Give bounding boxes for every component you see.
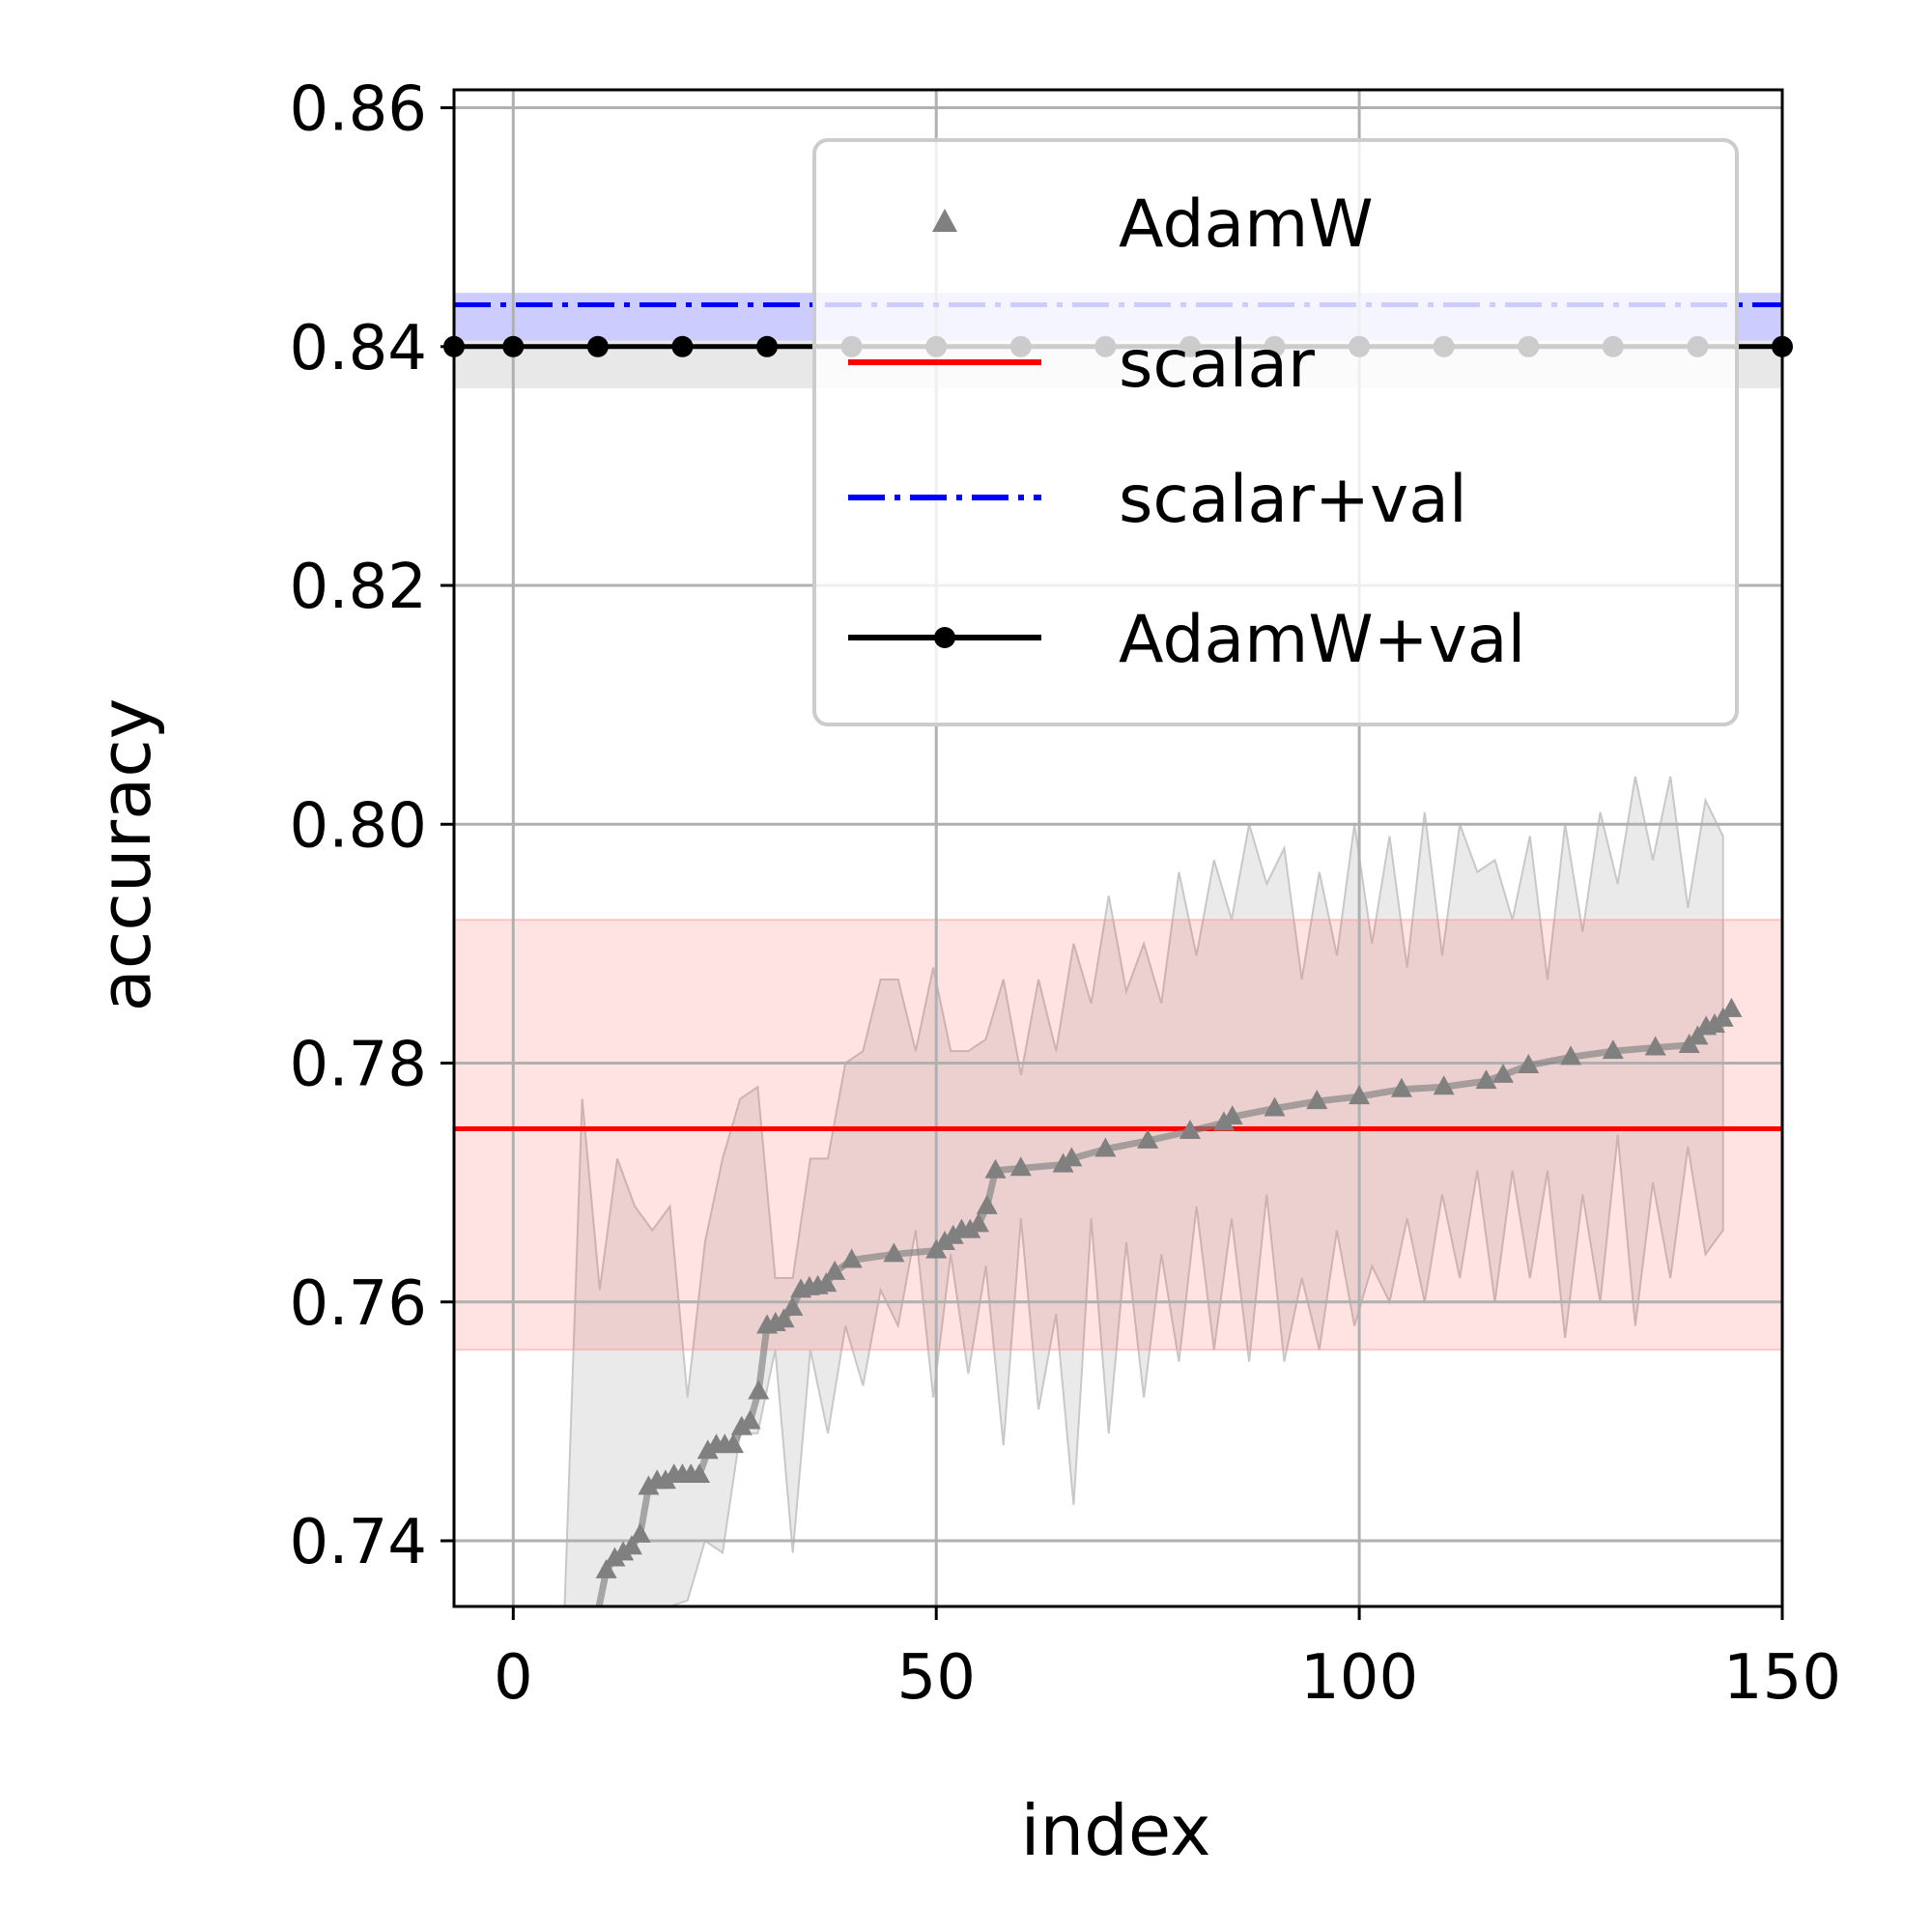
adamw-marker (595, 1558, 617, 1578)
legend-label: AdamW (1119, 186, 1374, 263)
adamw-marker (1061, 1147, 1083, 1167)
plot-border (452, 88, 1784, 1608)
legend-dot-icon (934, 627, 955, 648)
adamw-val-marker (586, 335, 609, 357)
y-tick-label: 0.74 (290, 1507, 428, 1578)
adamw-marker (1009, 1156, 1032, 1177)
adamw-marker (773, 1308, 795, 1328)
adamw-marker (1264, 1096, 1286, 1117)
adamw-marker (815, 1272, 838, 1293)
adamw-marker (1179, 1119, 1201, 1139)
adamw-marker (620, 1535, 642, 1555)
adamw-val-marker (756, 335, 779, 357)
adamw-marker (1560, 1045, 1582, 1065)
x-tick-label: 0 (494, 1642, 533, 1714)
adamw-marker (1475, 1069, 1497, 1090)
adamw-marker (1720, 997, 1743, 1017)
adamw-marker (840, 1248, 863, 1268)
adamw-marker (984, 1158, 1007, 1179)
adamw-marker (1306, 1090, 1328, 1110)
adamw-marker (1433, 1075, 1455, 1095)
y-tick-label: 0.82 (290, 552, 428, 623)
adamw-marker (824, 1260, 846, 1280)
adamw-marker (1492, 1063, 1514, 1083)
adamw-marker (781, 1295, 804, 1316)
adamw-marker (739, 1409, 761, 1430)
adamw-marker (967, 1212, 989, 1233)
y-axis-label: accuracy (85, 698, 166, 1012)
y-tick-label: 0.86 (290, 74, 428, 146)
adamw-val-marker (671, 335, 694, 357)
y-tick-label: 0.76 (290, 1268, 428, 1340)
scalar-band (453, 919, 1783, 1351)
adamw-marker (1390, 1077, 1412, 1097)
x-axis-label: index (1021, 1790, 1211, 1871)
adamw-marker (1349, 1085, 1371, 1105)
legend-box (812, 138, 1739, 726)
adamw-val-marker (502, 335, 525, 357)
legend-label: scalar (1119, 327, 1315, 403)
adamw-marker (883, 1242, 905, 1263)
legend-label: AdamW+val (1119, 602, 1525, 678)
adamw-marker (1137, 1128, 1159, 1149)
legend: AdamW scalar scalar+val AdamW+val (812, 138, 1739, 726)
adamw-band (547, 776, 1724, 1606)
x-tick-label: 150 (1723, 1642, 1841, 1714)
legend-label: scalar+val (1119, 462, 1467, 538)
adamw-marker (629, 1522, 651, 1543)
adamw-marker (1094, 1137, 1117, 1157)
y-tick-label: 0.84 (290, 313, 428, 384)
adamw-marker (1221, 1105, 1243, 1125)
adamw-marker (723, 1434, 745, 1454)
y-tick-label: 0.80 (290, 790, 428, 862)
y-tick-label: 0.78 (290, 1030, 428, 1101)
legend-triangle-icon (932, 209, 957, 232)
adamw-marker (1644, 1036, 1666, 1056)
x-tick-label: 50 (896, 1642, 975, 1714)
adamw-marker (1518, 1053, 1540, 1073)
axis-ticks: 0 50 100 150 0.74 0.76 0.78 0.80 0.82 0.84 0.86 (290, 74, 1842, 1714)
plot-frame (452, 88, 1784, 1608)
adamw-marker (748, 1379, 770, 1400)
adamw-marker (976, 1194, 998, 1214)
adamw-marker (1602, 1039, 1624, 1060)
x-tick-label: 100 (1300, 1642, 1418, 1714)
adamw-marker (688, 1463, 710, 1484)
